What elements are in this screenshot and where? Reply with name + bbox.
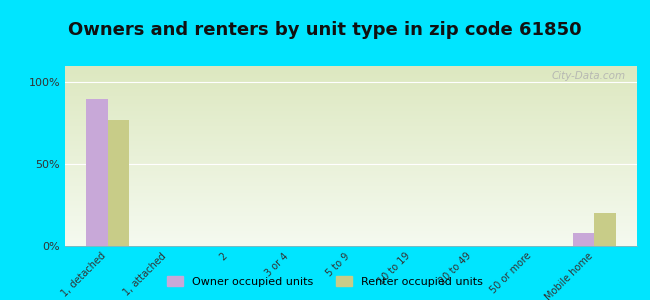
Bar — [594, 213, 616, 246]
Bar — [573, 233, 594, 246]
Bar — [86, 99, 108, 246]
Legend: Owner occupied units, Renter occupied units: Owner occupied units, Renter occupied un… — [162, 272, 488, 291]
Text: City-Data.com: City-Data.com — [551, 71, 625, 81]
Text: Owners and renters by unit type in zip code 61850: Owners and renters by unit type in zip c… — [68, 21, 582, 39]
Bar — [108, 120, 129, 246]
